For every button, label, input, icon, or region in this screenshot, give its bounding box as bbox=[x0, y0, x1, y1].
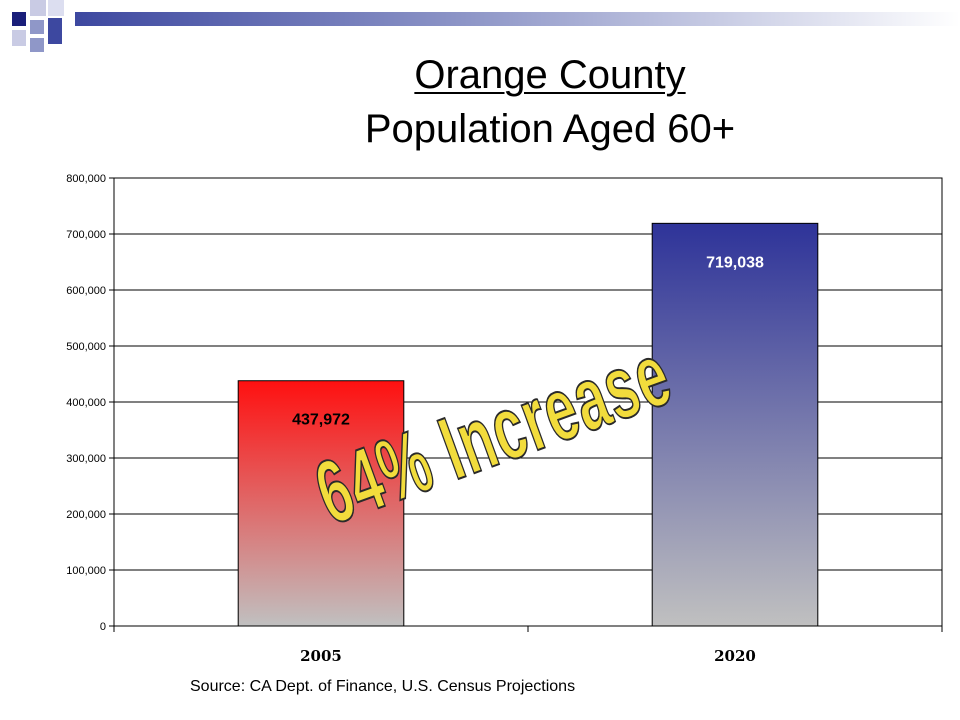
bars: 437,972 719,038 bbox=[237, 222, 819, 627]
data-label-2020: 719,038 bbox=[706, 254, 764, 271]
data-label-2005: 437,972 bbox=[292, 412, 350, 429]
header-gradient-bar bbox=[75, 12, 960, 26]
y-tick-label: 0 bbox=[100, 621, 106, 633]
y-tick-label: 600,000 bbox=[66, 285, 106, 297]
category-label-2005: 2005 bbox=[300, 647, 342, 665]
axes: 0 100,000 200,000 300,000 400,000 500,000 600,… bbox=[66, 173, 943, 665]
y-tick-label: 200,000 bbox=[66, 509, 106, 521]
bar-2005 bbox=[237, 380, 405, 627]
deco-square-1 bbox=[12, 12, 26, 26]
deco-square-7 bbox=[30, 38, 44, 52]
y-tick-label: 500,000 bbox=[66, 341, 106, 353]
y-tick-label: 700,000 bbox=[66, 229, 106, 241]
slide-title-block: Orange County Population Aged 60+ bbox=[230, 52, 870, 152]
y-tick-label: 800,000 bbox=[66, 173, 106, 185]
category-label-2020: 2020 bbox=[714, 647, 756, 665]
bar-2020 bbox=[651, 222, 819, 627]
deco-square-2 bbox=[30, 0, 46, 16]
slide-subtitle: Population Aged 60+ bbox=[364, 107, 736, 151]
y-tick-label: 300,000 bbox=[66, 453, 106, 465]
source-note: Source: CA Dept. of Finance, U.S. Census… bbox=[190, 678, 576, 695]
deco-square-4 bbox=[30, 20, 44, 34]
deco-square-3 bbox=[12, 30, 26, 46]
y-tick-label: 400,000 bbox=[66, 397, 106, 409]
deco-square-6 bbox=[48, 18, 62, 44]
deco-square-5 bbox=[48, 0, 64, 16]
y-tick-label: 100,000 bbox=[66, 565, 106, 577]
slide-title: Orange County bbox=[414, 53, 686, 97]
